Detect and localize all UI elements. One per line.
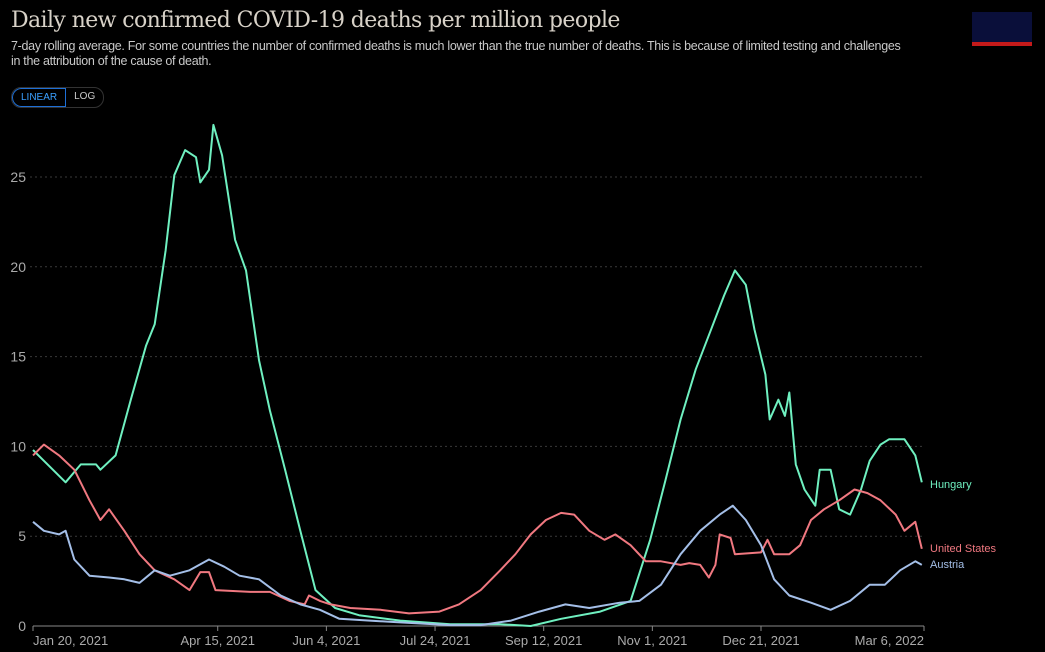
x-tick-label: Nov 1, 2021 — [617, 633, 687, 648]
chart-subtitle: 7-day rolling average. For some countrie… — [11, 39, 901, 68]
x-tick-label: Apr 15, 2021 — [180, 633, 254, 648]
y-tick-label: 0 — [18, 618, 26, 634]
linear-scale-button[interactable]: LINEAR — [12, 88, 67, 107]
series-line-hungary — [32, 123, 923, 627]
x-tick-label: Jun 4, 2021 — [292, 633, 360, 648]
x-tick-label: Jul 24, 2021 — [400, 633, 471, 648]
series-line-austria — [32, 504, 923, 627]
scale-toggle: LINEAR LOG — [11, 87, 105, 108]
series-label: Austria — [930, 559, 965, 571]
logo-bar — [972, 42, 1032, 46]
y-tick-label: 25 — [10, 169, 26, 185]
series-line-united-states — [32, 443, 923, 615]
logo — [972, 12, 1032, 46]
x-tick-label: Dec 21, 2021 — [722, 633, 799, 648]
y-tick-label: 10 — [10, 438, 26, 454]
log-scale-button[interactable]: LOG — [74, 91, 96, 102]
series-label: Hungary — [930, 479, 972, 491]
chart-title: Daily new confirmed COVID-19 deaths per … — [11, 8, 620, 33]
y-tick-label: 5 — [18, 528, 26, 544]
x-tick-label: Sep 12, 2021 — [505, 633, 582, 648]
y-tick-label: 20 — [10, 259, 26, 275]
y-tick-label: 15 — [10, 349, 26, 365]
series-label: United States — [930, 543, 997, 555]
x-tick-label: Jan 20, 2021 — [33, 633, 108, 648]
x-tick-label: Mar 6, 2022 — [855, 633, 924, 648]
